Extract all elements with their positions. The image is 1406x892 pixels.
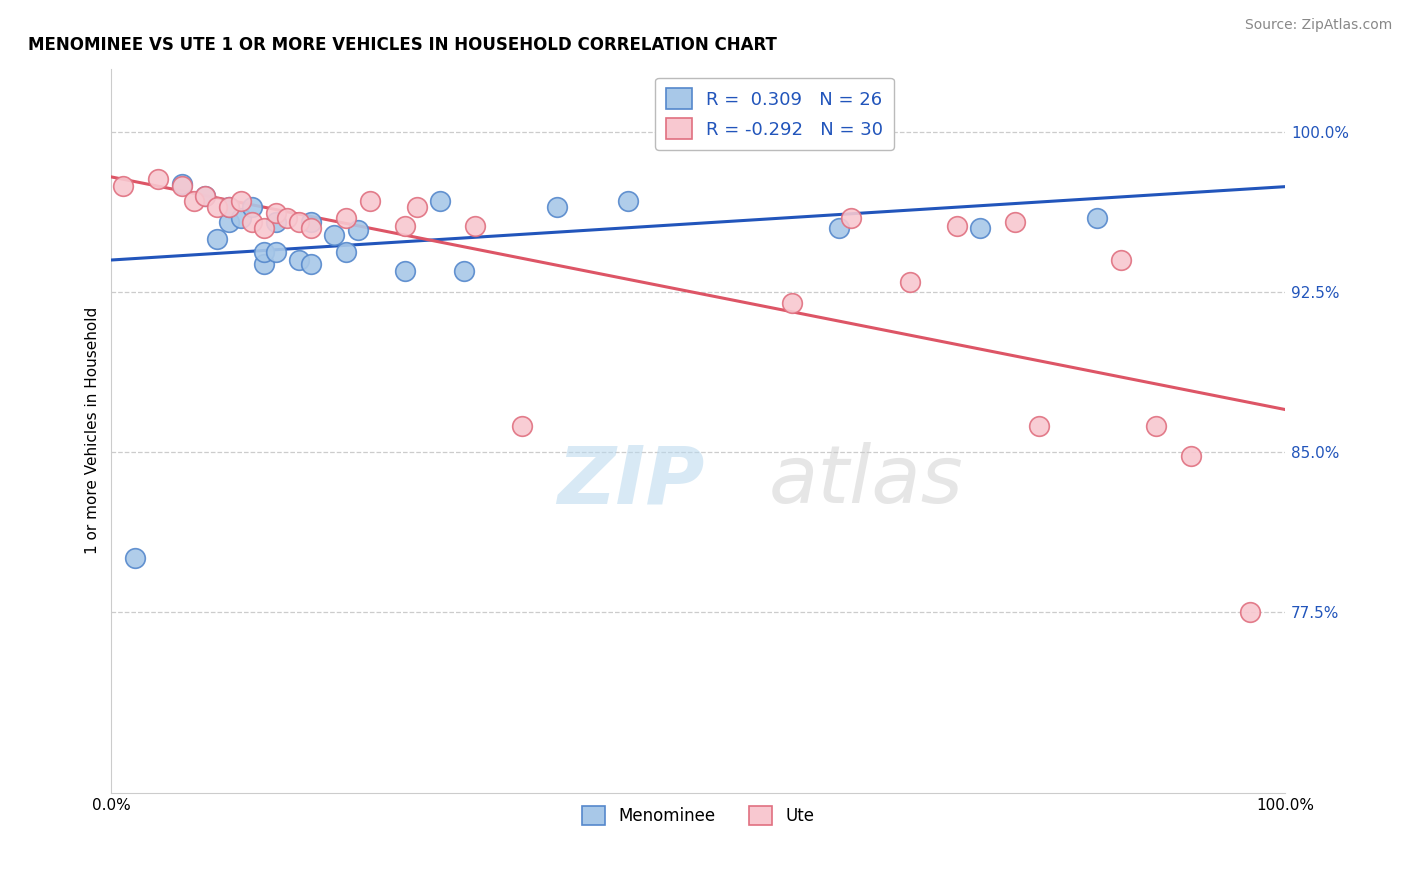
Point (148, 172, 170, 186)
Point (335, 244, 357, 259)
Point (112, 178, 135, 193)
Point (828, 221, 851, 235)
Text: atlas: atlas (769, 442, 963, 520)
Point (429, 194, 451, 208)
Point (839, 211, 862, 225)
Legend: Menominee, Ute: Menominee, Ute (572, 796, 825, 835)
Point (218, 200, 240, 214)
Point (969, 221, 991, 235)
Point (1239, 605, 1261, 619)
Point (617, 194, 640, 208)
Point (1004, 215, 1026, 229)
Point (394, 219, 416, 234)
Point (276, 211, 298, 225)
Point (205, 200, 228, 214)
Y-axis label: 1 or more Vehicles in Household: 1 or more Vehicles in Household (86, 307, 100, 554)
Point (194, 189, 217, 203)
Point (299, 257, 322, 271)
Point (945, 219, 967, 234)
Point (299, 215, 322, 229)
Point (1144, 419, 1167, 434)
Point (359, 194, 381, 208)
Point (299, 221, 322, 235)
Point (205, 232, 228, 246)
Point (323, 227, 346, 242)
Point (218, 200, 240, 214)
Point (229, 194, 252, 208)
Point (453, 264, 475, 278)
Point (288, 253, 311, 268)
Point (253, 221, 276, 235)
Point (1180, 449, 1202, 463)
Point (240, 200, 263, 214)
Point (1109, 253, 1132, 268)
Point (218, 215, 240, 229)
Point (183, 194, 205, 208)
Point (264, 215, 287, 229)
Point (1028, 419, 1050, 434)
Point (170, 177, 193, 191)
Point (394, 264, 416, 278)
Point (510, 419, 533, 434)
Point (194, 189, 217, 203)
Point (264, 244, 287, 259)
Point (124, 551, 146, 566)
Point (780, 295, 803, 310)
Point (546, 200, 568, 214)
Point (405, 200, 427, 214)
Point (335, 211, 357, 225)
Point (229, 211, 252, 225)
Point (898, 275, 921, 289)
Point (1087, 211, 1109, 225)
Point (253, 244, 276, 259)
Text: ZIP: ZIP (557, 442, 704, 520)
Text: MENOMINEE VS UTE 1 OR MORE VEHICLES IN HOUSEHOLD CORRELATION CHART: MENOMINEE VS UTE 1 OR MORE VEHICLES IN H… (28, 36, 778, 54)
Point (170, 178, 193, 193)
Point (464, 219, 486, 234)
Point (264, 206, 287, 220)
Point (288, 215, 311, 229)
Point (253, 257, 276, 271)
Point (347, 223, 370, 237)
Point (240, 215, 263, 229)
Text: Source: ZipAtlas.com: Source: ZipAtlas.com (1244, 18, 1392, 32)
